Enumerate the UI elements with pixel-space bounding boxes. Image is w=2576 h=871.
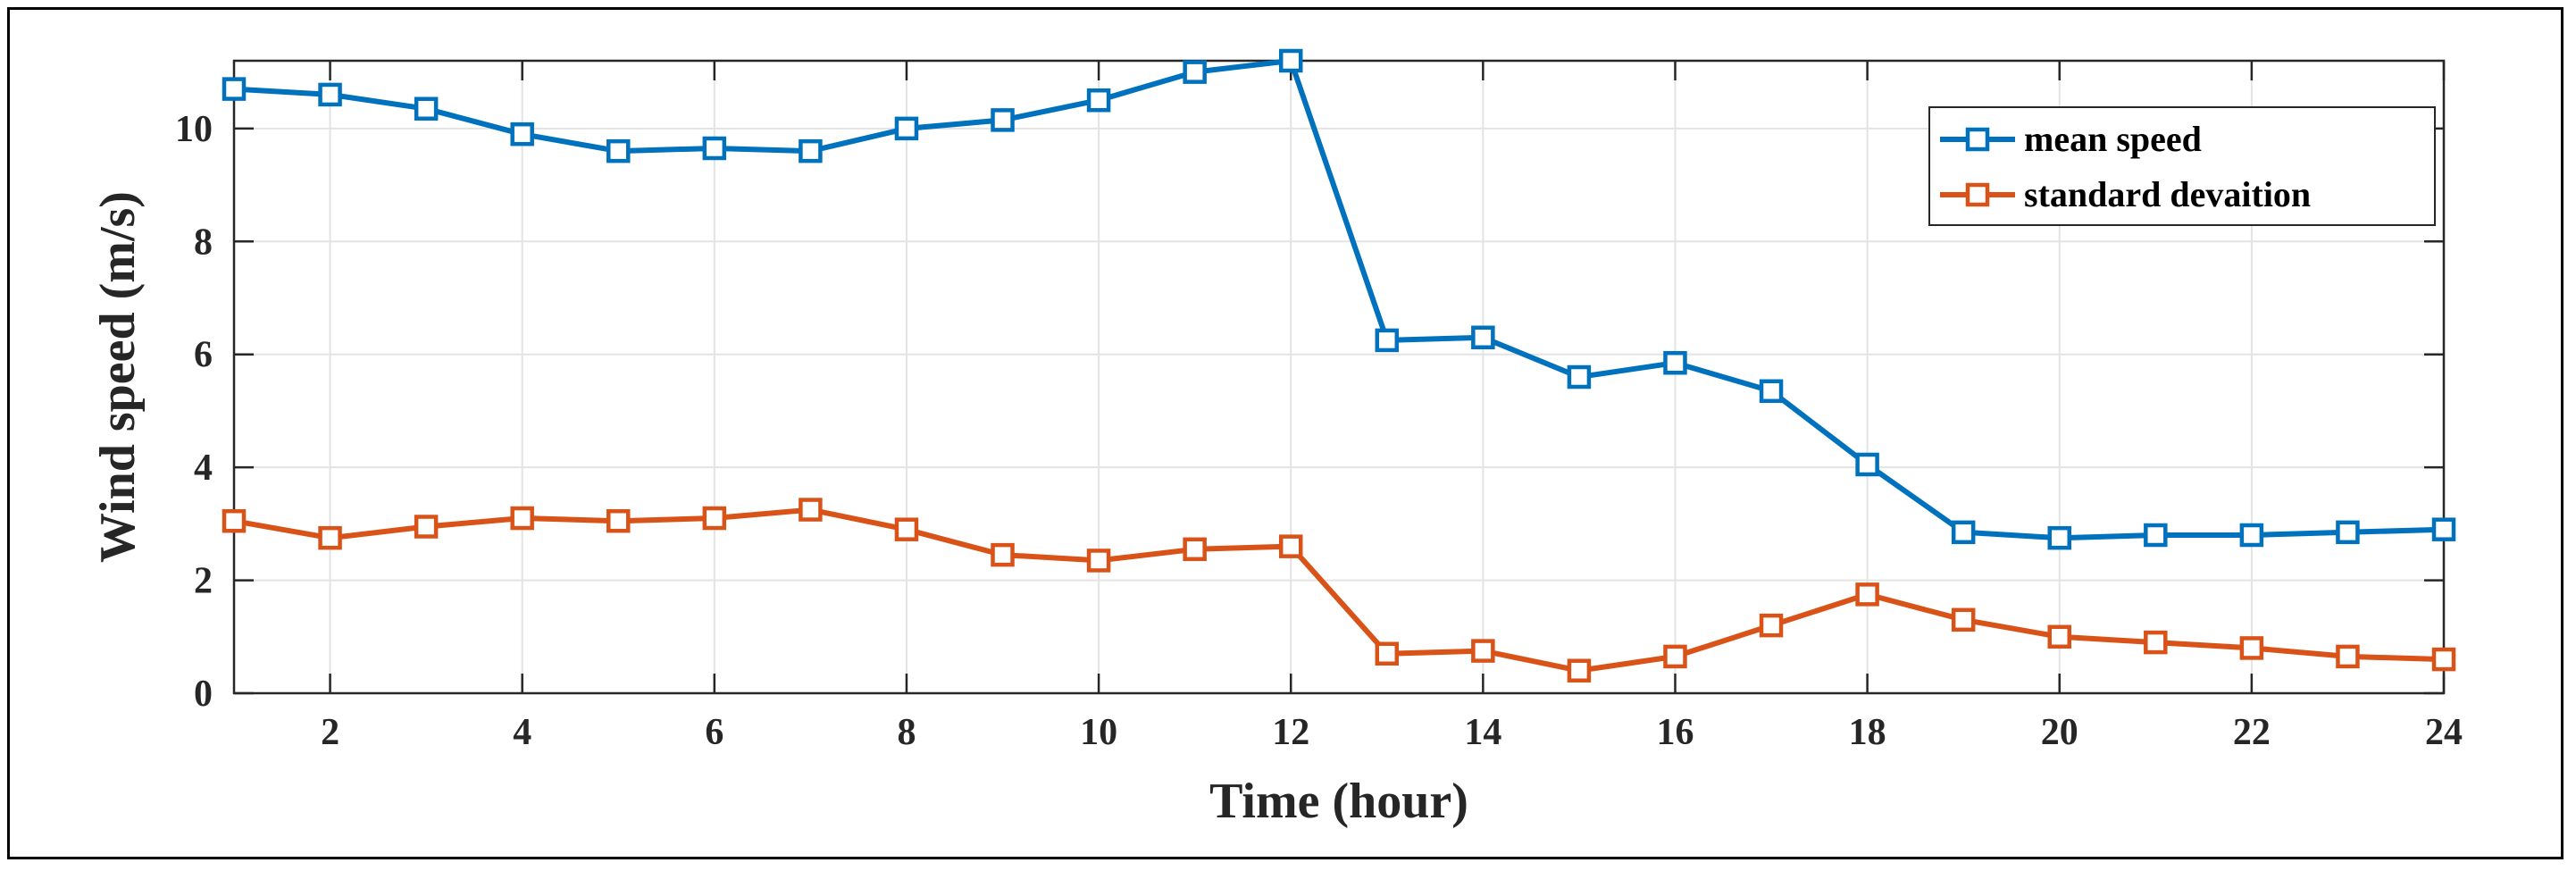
y-tick-label: 0 [194,674,213,715]
series [222,48,2456,683]
x-tick-label: 6 [705,712,723,753]
data-point [2239,523,2264,548]
data-point [2239,636,2264,660]
data-point [318,82,342,107]
data-point [799,138,823,163]
x-tick-label: 4 [513,712,531,753]
y-tick-label: 6 [194,335,213,376]
data-point [606,508,631,533]
data-point [606,138,631,163]
data-point [222,508,247,533]
y-tick-label: 8 [194,222,213,263]
data-point [2047,525,2071,550]
data-point [2431,647,2456,672]
y-tick-label: 10 [175,109,213,150]
series-1 [222,48,2456,550]
data-point [991,108,1015,132]
series-line [233,507,2445,674]
data-point [2144,630,2168,655]
data-point [1375,641,1400,666]
x-axis-title: Time (hour) [1209,774,1468,829]
data-point [2336,644,2360,669]
plot-border [232,59,2446,695]
x-tick-label: 10 [1080,712,1117,753]
data-point [1278,48,1303,73]
series-2 [222,498,2456,683]
data-point [894,116,919,141]
data-point [1663,644,1687,669]
x-tick-label: 24 [2425,712,2463,753]
x-tick-label: 16 [1656,712,1694,753]
data-point [1759,379,1784,404]
data-point [894,517,919,541]
data-point [318,525,342,550]
data-point [1086,549,1111,573]
data-point [2144,523,2168,548]
data-point [1951,520,1976,545]
data-point [1951,607,1976,632]
x-tick-label: 12 [1272,712,1309,753]
x-tick-label: 8 [897,712,916,753]
x-tick-label: 18 [1849,712,1886,753]
data-point [1183,537,1207,562]
x-tick-label: 20 [2041,712,2078,753]
data-point [1855,452,1879,477]
data-point [991,542,1015,567]
data-point [1759,613,1784,638]
legend-marker [1965,127,1990,152]
data-point [2336,520,2360,545]
data-point [222,77,247,101]
y-tick-label: 4 [194,448,213,489]
legend-item: mean speed [1940,119,2202,159]
data-point [414,515,439,539]
data-point [2431,517,2456,541]
data-point [702,136,727,161]
data-point [1375,328,1400,353]
data-point [1567,364,1592,389]
data-point [1471,639,1495,663]
legend-label: mean speed [2024,119,2202,159]
data-point [1663,350,1687,375]
data-point [799,498,823,522]
data-point [1278,534,1303,558]
y-axis-title: Wind speed (m/s) [90,191,146,563]
data-point [1567,658,1592,683]
data-point [1471,325,1495,349]
data-point [1086,88,1111,113]
legend-box [1928,106,2436,226]
data-point [2047,624,2071,649]
x-tick-label: 2 [321,712,339,753]
data-point [1183,60,1207,84]
legend-label: standard devaition [2024,174,2311,214]
legend: mean speed standard devaition [1928,106,2436,226]
series-line [233,58,2445,541]
x-tick-label: 22 [2233,712,2271,753]
data-point [1855,582,1879,607]
data-point [702,506,727,531]
data-point [414,96,439,121]
data-point [510,506,534,531]
data-point [510,121,534,147]
x-tick-label: 14 [1464,712,1501,753]
legend-marker [1965,182,1990,207]
legend-item: standard devaition [1940,174,2311,214]
y-tick-label: 2 [194,561,213,602]
